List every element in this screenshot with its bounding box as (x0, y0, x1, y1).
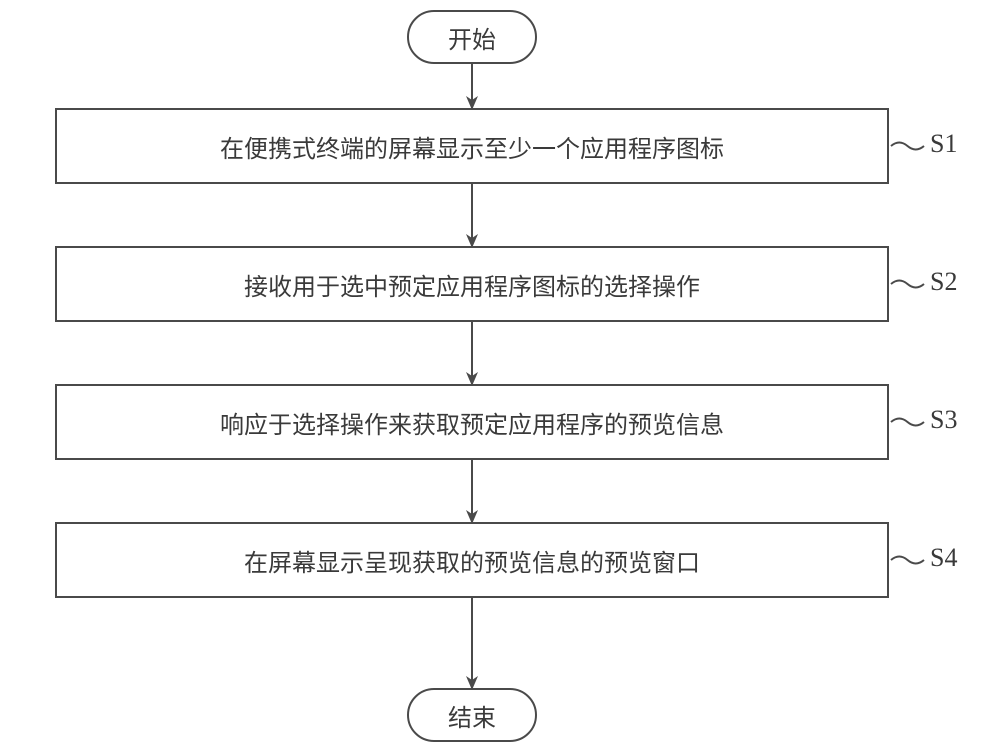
process-text: 接收用于选中预定应用程序图标的选择操作 (244, 267, 700, 302)
start-terminal: 开始 (407, 10, 537, 64)
label-connector-s2 (891, 281, 924, 288)
step-label-text: S4 (930, 543, 957, 573)
step-label-s3: S3 (930, 405, 957, 435)
process-step-s2: 接收用于选中预定应用程序图标的选择操作 (55, 246, 889, 322)
start-label: 开始 (448, 20, 496, 55)
process-text: 响应于选择操作来获取预定应用程序的预览信息 (220, 405, 724, 440)
process-text: 在便携式终端的屏幕显示至少一个应用程序图标 (220, 129, 724, 164)
step-label-text: S1 (930, 129, 957, 159)
label-connector-s1 (891, 143, 924, 150)
step-label-s2: S2 (930, 267, 957, 297)
end-label: 结束 (448, 698, 496, 733)
flowchart-canvas: 开始 结束 在便携式终端的屏幕显示至少一个应用程序图标 S1 接收用于选中预定应用程… (0, 0, 1000, 753)
process-step-s1: 在便携式终端的屏幕显示至少一个应用程序图标 (55, 108, 889, 184)
process-step-s3: 响应于选择操作来获取预定应用程序的预览信息 (55, 384, 889, 460)
label-connector-s4 (891, 557, 924, 564)
end-terminal: 结束 (407, 688, 537, 742)
step-label-text: S3 (930, 405, 957, 435)
label-connector-s3 (891, 419, 924, 426)
step-label-text: S2 (930, 267, 957, 297)
step-label-s4: S4 (930, 543, 957, 573)
process-text: 在屏幕显示呈现获取的预览信息的预览窗口 (244, 543, 700, 578)
process-step-s4: 在屏幕显示呈现获取的预览信息的预览窗口 (55, 522, 889, 598)
step-label-s1: S1 (930, 129, 957, 159)
